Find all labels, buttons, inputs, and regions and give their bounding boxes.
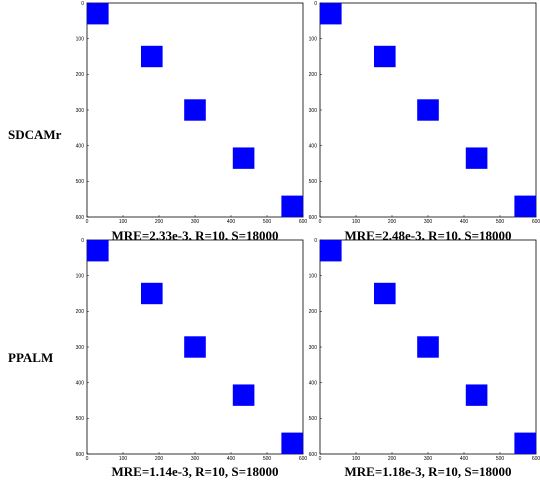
y-tick-label: 600: [309, 215, 318, 221]
y-tick-label: 500: [309, 179, 318, 185]
x-tick-label: 0: [86, 219, 89, 225]
x-tick-label: 600: [532, 219, 540, 225]
y-tick-label: 300: [76, 345, 85, 351]
block-2: [374, 45, 396, 68]
x-tick-label: 0: [86, 456, 89, 462]
y-tick-label: 300: [309, 108, 318, 114]
y-tick-label: 400: [76, 143, 85, 149]
block-5: [281, 195, 303, 217]
x-tick-label: 200: [155, 219, 164, 225]
x-tick-label: 600: [299, 219, 308, 225]
y-tick-label: 0: [81, 238, 84, 244]
y-tick-label: 400: [309, 380, 318, 386]
x-tick-label: 300: [191, 456, 200, 462]
x-tick-label: 400: [227, 219, 236, 225]
block-4: [232, 384, 255, 406]
panel-caption: MRE=2.48e-3, R=10, S=18000: [344, 228, 511, 243]
y-tick-label: 400: [76, 380, 85, 386]
x-tick-label: 500: [263, 456, 272, 462]
y-tick-label: 100: [76, 273, 85, 279]
block-3: [417, 99, 439, 121]
x-tick-label: 0: [319, 456, 322, 462]
x-tick-label: 100: [119, 219, 128, 225]
y-tick-label: 500: [76, 179, 85, 185]
panel-caption: MRE=2.33e-3, R=10, S=18000: [111, 228, 278, 243]
y-tick-label: 200: [309, 72, 318, 78]
block-4: [465, 147, 488, 169]
y-tick-label: 100: [76, 36, 85, 42]
block-3: [184, 336, 206, 358]
block-1: [87, 240, 109, 262]
block-4: [465, 384, 488, 406]
x-tick-label: 600: [299, 456, 308, 462]
y-tick-label: 200: [76, 72, 85, 78]
y-tick-label: 200: [76, 309, 85, 315]
y-tick-label: 100: [309, 36, 318, 42]
y-tick-label: 100: [309, 273, 318, 279]
block-2: [141, 282, 163, 305]
block-2: [141, 45, 163, 68]
y-tick-label: 600: [76, 452, 85, 458]
block-1: [320, 240, 342, 262]
x-tick-label: 200: [155, 456, 164, 462]
y-tick-label: 200: [309, 309, 318, 315]
x-tick-label: 500: [263, 219, 272, 225]
x-tick-label: 100: [352, 219, 361, 225]
y-tick-label: 500: [309, 416, 318, 422]
x-tick-label: 400: [460, 219, 469, 225]
row-label-sdcamr: SDCAMr: [8, 127, 62, 142]
block-3: [417, 336, 439, 358]
y-tick-label: 300: [76, 108, 85, 114]
chart-panel-3: 0 100 200 300 400 500 6000100200300400500600MR…: [76, 238, 308, 479]
y-tick-label: 0: [81, 1, 84, 7]
block-3: [184, 99, 206, 121]
panel-caption: MRE=1.18e-3, R=10, S=18000: [344, 464, 511, 479]
x-tick-label: 400: [460, 456, 469, 462]
y-tick-label: 300: [309, 345, 318, 351]
block-5: [514, 432, 536, 454]
y-tick-label: 0: [314, 238, 317, 244]
y-tick-label: 0: [314, 1, 317, 7]
y-tick-label: 600: [309, 452, 318, 458]
panels: 0 100 200 300 400 500 6000100200300400500600MR…: [76, 1, 540, 479]
x-tick-label: 200: [388, 456, 397, 462]
x-tick-label: 600: [532, 456, 540, 462]
y-tick-label: 600: [76, 215, 85, 221]
chart-panel-2: 0 100 200 300 400 500 6000100200300400500600MR…: [309, 1, 540, 243]
x-tick-label: 100: [352, 456, 361, 462]
x-tick-label: 400: [227, 456, 236, 462]
block-2: [374, 282, 396, 305]
block-5: [514, 195, 536, 217]
x-tick-label: 500: [496, 456, 505, 462]
block-4: [232, 147, 255, 169]
panel-caption: MRE=1.14e-3, R=10, S=18000: [111, 464, 278, 479]
chart-panel-4: 0 100 200 300 400 500 6000100200300400500600MR…: [309, 238, 540, 479]
block-5: [281, 432, 303, 454]
y-tick-label: 500: [76, 416, 85, 422]
y-tick-label: 400: [309, 143, 318, 149]
x-tick-label: 100: [119, 456, 128, 462]
x-tick-label: 300: [191, 219, 200, 225]
x-tick-label: 0: [319, 219, 322, 225]
block-1: [320, 3, 342, 25]
x-tick-label: 300: [424, 456, 433, 462]
chart-panel-1: 0 100 200 300 400 500 6000100200300400500600MR…: [76, 1, 308, 243]
x-tick-label: 500: [496, 219, 505, 225]
x-tick-label: 300: [424, 219, 433, 225]
x-tick-label: 200: [388, 219, 397, 225]
row-label-ppalm: PPALM: [8, 350, 53, 365]
block-1: [87, 3, 109, 25]
